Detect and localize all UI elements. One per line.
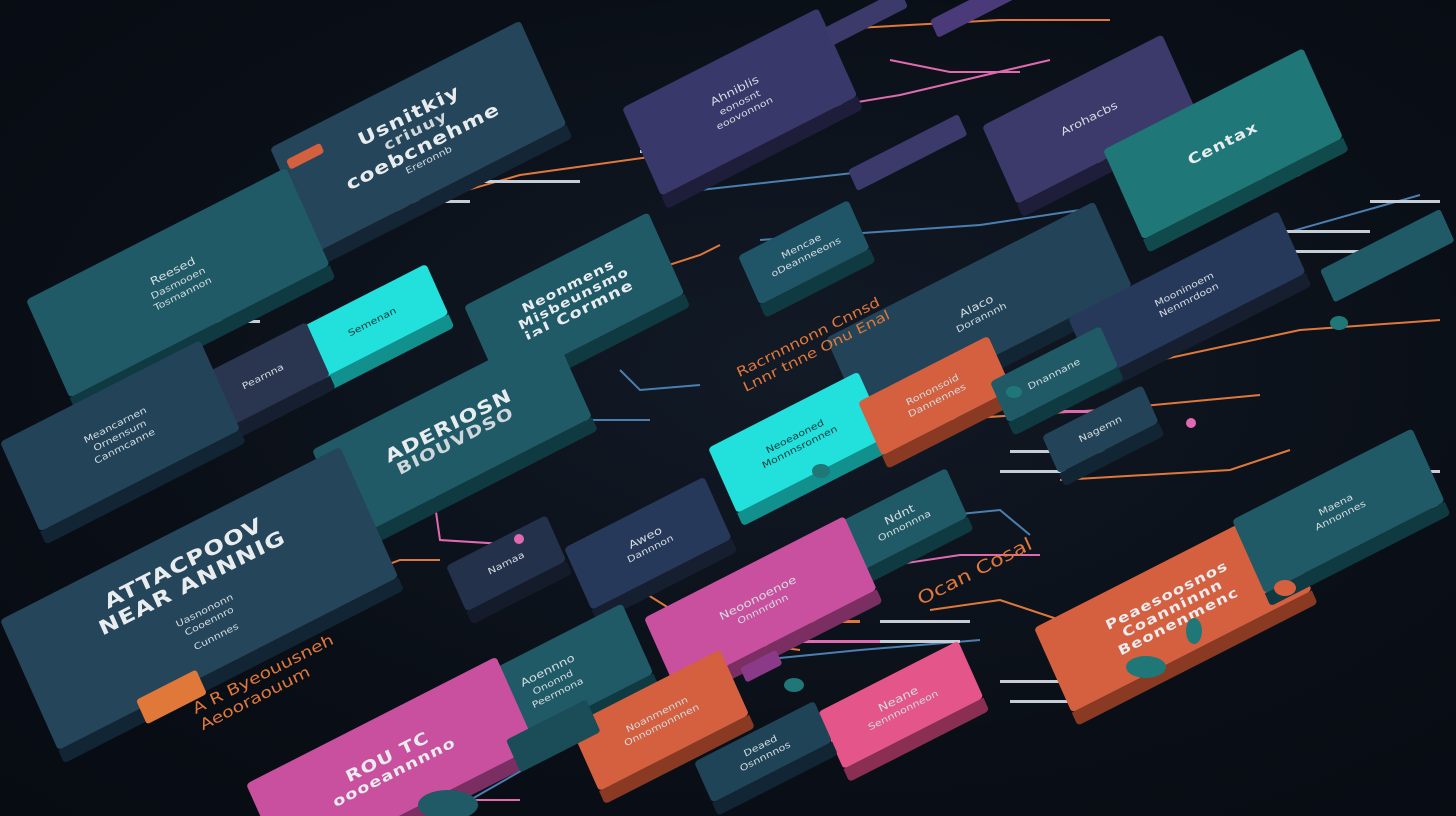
- panel-text: Dnannane: [1026, 356, 1082, 392]
- decorative-knob: [812, 464, 830, 478]
- scribble-text: [1000, 680, 1100, 683]
- connector-wire: [1059, 449, 1291, 481]
- decorative-knob: [1274, 580, 1296, 596]
- connector-wire: [1159, 319, 1441, 361]
- panel-text: Semenan: [346, 305, 398, 339]
- scribble-text: [1010, 700, 1090, 703]
- decorative-knob: [1186, 418, 1196, 428]
- decorative-knob: [514, 534, 524, 544]
- connector-wire: [929, 598, 1061, 621]
- scribble-text: [1280, 250, 1380, 253]
- connector-wire: [619, 369, 701, 392]
- decorative-knob: [1006, 386, 1022, 398]
- decorative-knob: [1126, 656, 1166, 678]
- scribble-text: [800, 640, 880, 643]
- connector-wire: [819, 19, 1110, 31]
- connector-wire: [759, 639, 981, 661]
- scribble-text: [1250, 230, 1370, 233]
- scribble-text: [880, 640, 960, 643]
- scribble-text: [1000, 470, 1090, 473]
- decorative-knob: [1186, 618, 1202, 644]
- panel-text: Pearnna: [240, 362, 286, 392]
- panel-text: Nagemn: [1077, 414, 1124, 445]
- decorative-knob: [1236, 600, 1254, 612]
- decorative-knob: [1330, 316, 1348, 330]
- panel-heading: Centax: [1184, 117, 1261, 169]
- panel-text: Namaa: [486, 549, 526, 577]
- connector-wire: [889, 59, 1020, 73]
- scribble-text: [470, 180, 580, 183]
- decorative-knob: [418, 790, 478, 816]
- scribble-text: [880, 620, 970, 623]
- decorative-knob: [784, 678, 804, 692]
- scribble-text: [1370, 200, 1440, 203]
- panel-text: Arohacbs: [1058, 98, 1120, 139]
